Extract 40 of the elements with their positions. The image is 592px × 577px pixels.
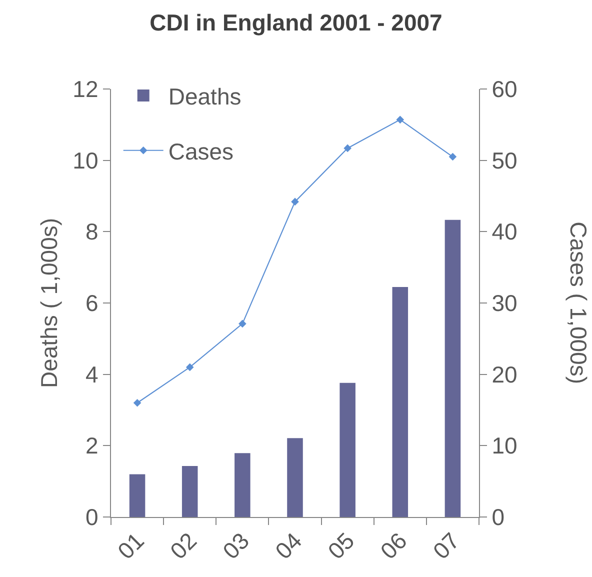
- x-tick-label: 07: [428, 528, 464, 564]
- y2-tick-label: 50: [492, 147, 518, 174]
- x-tick-label: 02: [165, 528, 202, 564]
- point: [238, 320, 246, 328]
- y2-axis-title: Cases ( 1,000s): [565, 222, 592, 384]
- y2-tick-label: 20: [492, 361, 518, 388]
- y-tick-label: 8: [85, 218, 98, 245]
- point: [396, 116, 404, 124]
- x-tick-label: 03: [218, 528, 254, 564]
- y2-tick-label: 30: [492, 290, 518, 316]
- x-tick-label: 05: [322, 528, 360, 564]
- legend-label: Deaths: [168, 83, 242, 110]
- bar: [340, 382, 356, 517]
- bar: [234, 453, 250, 517]
- bar: [444, 220, 461, 517]
- legend-label: Cases: [168, 138, 234, 164]
- y-tick-label: 10: [72, 147, 98, 174]
- bar: [287, 438, 303, 517]
- y2-tick-label: 60: [492, 76, 518, 102]
- x-tick-label: 04: [270, 527, 307, 564]
- bar: [182, 466, 198, 517]
- y-tick-label: 4: [85, 361, 98, 388]
- point: [133, 398, 142, 407]
- point: [291, 198, 299, 206]
- point: [448, 152, 457, 161]
- x-tick-label: 06: [375, 528, 412, 564]
- y-tick-label: 6: [85, 290, 98, 316]
- chart-title: CDI in England 2001 - 2007: [150, 10, 442, 36]
- point: [186, 363, 194, 372]
- y2-tick-label: 0: [492, 504, 505, 530]
- y-axis-title: Deaths ( 1,000s): [36, 218, 62, 388]
- y2-tick-label: 10: [492, 432, 518, 459]
- y-tick-label: 12: [72, 76, 98, 102]
- y-tick-label: 0: [85, 504, 98, 530]
- bar: [392, 286, 408, 517]
- bar: [129, 474, 146, 517]
- x-tick-label: 01: [112, 528, 149, 564]
- y-tick-label: 2: [85, 432, 98, 459]
- y2-tick-label: 40: [492, 218, 518, 245]
- point: [344, 144, 352, 152]
